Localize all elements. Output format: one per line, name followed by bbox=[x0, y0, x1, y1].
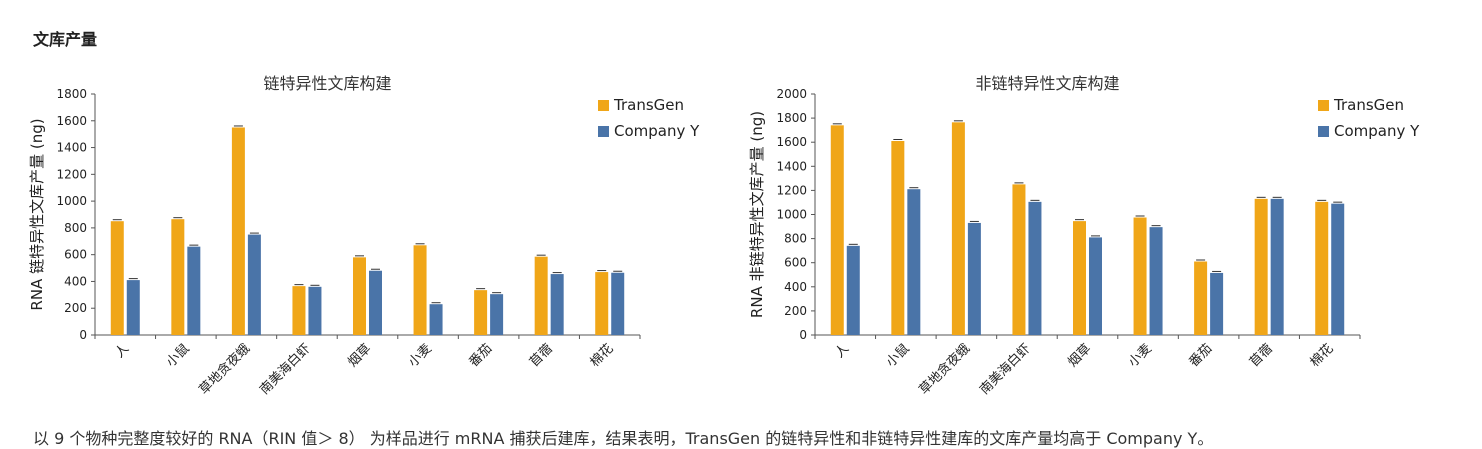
x-tick-label: 草地贪夜蛾 bbox=[917, 341, 974, 398]
x-tick-label: 人 bbox=[832, 341, 852, 361]
bar-company-y bbox=[846, 245, 860, 335]
bar-transgen bbox=[231, 127, 245, 335]
bar-transgen bbox=[292, 286, 306, 335]
bar-company-y bbox=[187, 246, 201, 335]
bar-transgen bbox=[1133, 217, 1147, 335]
bar-company-y bbox=[611, 272, 625, 335]
y-tick-label: 0 bbox=[79, 328, 87, 342]
bar-transgen bbox=[474, 290, 488, 335]
bar-transgen bbox=[1254, 198, 1268, 335]
x-tick-label: 草地贪夜蛾 bbox=[197, 341, 254, 398]
bar-company-y bbox=[126, 280, 140, 335]
section-title: 文库产量 bbox=[33, 30, 98, 49]
non-strand-specific-chart: 非链特异性文库构建 RNA 非链特异性文库产量 (ng) 0 200 400 600 800… bbox=[740, 62, 1460, 398]
bar-transgen bbox=[353, 257, 366, 335]
y-tick-label: 1200 bbox=[56, 167, 87, 181]
figure-caption: 以 9 个物种完整度较好的 RNA（RIN 值＞ 8） 为样品进行 mRNA 捕… bbox=[33, 429, 1214, 448]
legend-label: Company Y bbox=[1334, 122, 1420, 140]
legend-swatch bbox=[1318, 126, 1329, 137]
y-tick-label: 1000 bbox=[56, 194, 87, 208]
x-tick-label: 小麦 bbox=[406, 341, 435, 370]
x-tick-label: 人 bbox=[112, 341, 132, 361]
x-tick-label: 棉花 bbox=[1307, 341, 1337, 371]
y-tick-label: 800 bbox=[64, 221, 87, 235]
bar-company-y bbox=[429, 304, 443, 335]
legend-label: TransGen bbox=[613, 96, 684, 114]
y-tick-label: 600 bbox=[784, 256, 807, 270]
bar-company-y bbox=[247, 234, 261, 335]
bar-company-y bbox=[907, 189, 921, 335]
legend-label: TransGen bbox=[1333, 96, 1404, 114]
y-tick-label: 800 bbox=[784, 232, 807, 246]
y-axis-label: RNA 非链特异性文库产量 (ng) bbox=[748, 111, 766, 318]
y-tick-label: 2000 bbox=[776, 87, 807, 101]
strand-specific-chart-svg: 链特异性文库构建 RNA 链特异性文库产量 (ng) 0 200 400 600 800 10… bbox=[28, 74, 700, 398]
legend-swatch bbox=[598, 126, 609, 137]
y-tick-label: 400 bbox=[784, 280, 807, 294]
y-tick-label: 1800 bbox=[56, 87, 87, 101]
bar-company-y bbox=[1089, 237, 1102, 335]
bar-company-y bbox=[550, 274, 564, 335]
bar-transgen bbox=[534, 256, 548, 335]
non-strand-specific-chart-svg: 非链特异性文库构建 RNA 非链特异性文库产量 (ng) 0 200 400 600 800… bbox=[748, 74, 1420, 398]
bar-transgen bbox=[595, 272, 609, 335]
x-tick-label: 小鼠 bbox=[884, 341, 913, 370]
x-tick-label: 南美海白虾 bbox=[976, 341, 1033, 398]
y-tick-label: 200 bbox=[784, 304, 807, 318]
bar-company-y bbox=[1149, 227, 1163, 335]
y-tick-label: 1400 bbox=[776, 159, 807, 173]
x-tick-label: 番茄 bbox=[466, 341, 495, 370]
bar-transgen bbox=[951, 122, 965, 335]
x-tick-label: 苜蓿 bbox=[1247, 341, 1276, 370]
bar-transgen bbox=[1012, 184, 1026, 335]
x-tick-label: 苜蓿 bbox=[527, 341, 556, 370]
legend-swatch bbox=[598, 100, 609, 111]
y-tick-label: 0 bbox=[799, 328, 807, 342]
bar-transgen bbox=[110, 221, 124, 335]
y-tick-label: 1800 bbox=[776, 111, 807, 125]
x-tick-label: 小麦 bbox=[1126, 341, 1155, 370]
bar-transgen bbox=[413, 245, 427, 335]
bar-transgen bbox=[1315, 201, 1329, 335]
y-tick-label: 1600 bbox=[56, 114, 87, 128]
bar-company-y bbox=[1210, 272, 1224, 335]
bar-transgen bbox=[1073, 221, 1086, 335]
y-axis-label: RNA 链特异性文库产量 (ng) bbox=[28, 118, 46, 310]
y-tick-label: 600 bbox=[64, 248, 87, 262]
y-tick-label: 1600 bbox=[776, 135, 807, 149]
bar-company-y bbox=[1270, 198, 1284, 335]
y-tick-label: 200 bbox=[64, 301, 87, 315]
bar-company-y bbox=[369, 270, 382, 335]
x-tick-label: 南美海白虾 bbox=[256, 341, 313, 398]
legend-label: Company Y bbox=[614, 122, 700, 140]
y-tick-label: 1000 bbox=[776, 208, 807, 222]
bar-company-y bbox=[490, 294, 504, 335]
bar-transgen bbox=[1194, 261, 1208, 335]
chart-title: 非链特异性文库构建 bbox=[975, 74, 1119, 93]
y-tick-label: 1200 bbox=[776, 183, 807, 197]
y-tick-label: 400 bbox=[64, 274, 87, 288]
chart-title: 链特异性文库构建 bbox=[263, 74, 391, 93]
y-tick-label: 1400 bbox=[56, 141, 87, 155]
bar-company-y bbox=[1331, 203, 1345, 335]
strand-specific-chart: 链特异性文库构建 RNA 链特异性文库产量 (ng) 0 200 400 600 800 10… bbox=[20, 62, 740, 398]
legend-swatch bbox=[1318, 100, 1329, 111]
bar-transgen bbox=[891, 140, 905, 335]
bar-transgen bbox=[830, 125, 844, 335]
x-tick-label: 烟草 bbox=[345, 341, 374, 370]
bar-company-y bbox=[1028, 201, 1042, 335]
x-tick-label: 小鼠 bbox=[164, 341, 193, 370]
x-tick-label: 烟草 bbox=[1065, 341, 1094, 370]
bar-company-y bbox=[308, 286, 322, 335]
bar-transgen bbox=[171, 219, 185, 335]
x-tick-label: 番茄 bbox=[1186, 341, 1215, 370]
bar-company-y bbox=[967, 222, 981, 335]
x-tick-label: 棉花 bbox=[587, 341, 617, 371]
